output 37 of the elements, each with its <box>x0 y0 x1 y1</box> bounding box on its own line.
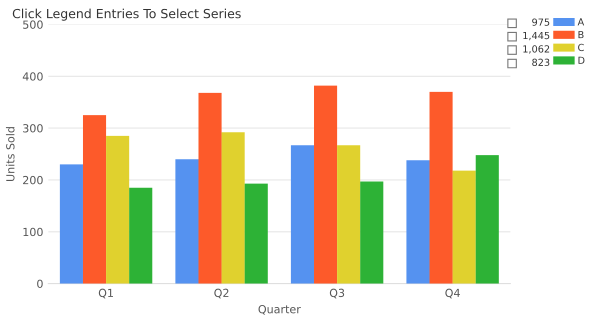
bar <box>198 92 222 284</box>
bar <box>129 188 152 284</box>
bar <box>337 145 360 284</box>
bar <box>452 170 476 284</box>
y-axis-title: Units Sold <box>6 127 15 182</box>
bar <box>406 160 430 284</box>
bar <box>430 92 453 284</box>
y-tick-label: 200 <box>23 176 43 184</box>
y-tick-label: 400 <box>22 72 43 81</box>
bar <box>175 159 198 284</box>
x-tick-label: Q1 <box>98 288 113 298</box>
y-tick-label: 500 <box>23 20 43 29</box>
bar <box>60 164 83 284</box>
legend-label: B <box>578 31 584 38</box>
text: 1,062 <box>523 45 550 54</box>
x-tick-label: Q2 <box>214 288 228 298</box>
y-tick-label: 300 <box>23 124 43 132</box>
x-tick-label: Q3 <box>330 288 344 298</box>
x-axis-title: Quarter <box>258 304 301 315</box>
text: 823 <box>532 58 550 66</box>
bar <box>360 182 384 284</box>
bar <box>82 115 106 284</box>
bar <box>290 145 314 284</box>
text: 975 <box>532 18 550 26</box>
legend-label: A <box>578 18 584 26</box>
y-tick-label: 0 <box>37 280 43 288</box>
text: 1,445 <box>523 32 550 40</box>
bar <box>476 155 499 284</box>
bar <box>244 184 268 284</box>
legend-label: D <box>578 56 584 64</box>
y-tick-label: 100 <box>23 228 43 236</box>
bar <box>222 132 245 284</box>
bar <box>106 136 130 284</box>
bar <box>314 86 338 284</box>
x-tick-label: Q4 <box>445 288 460 298</box>
chart-title: Click Legend Entries To Select Series <box>12 8 241 21</box>
legend-label: C <box>578 44 584 52</box>
